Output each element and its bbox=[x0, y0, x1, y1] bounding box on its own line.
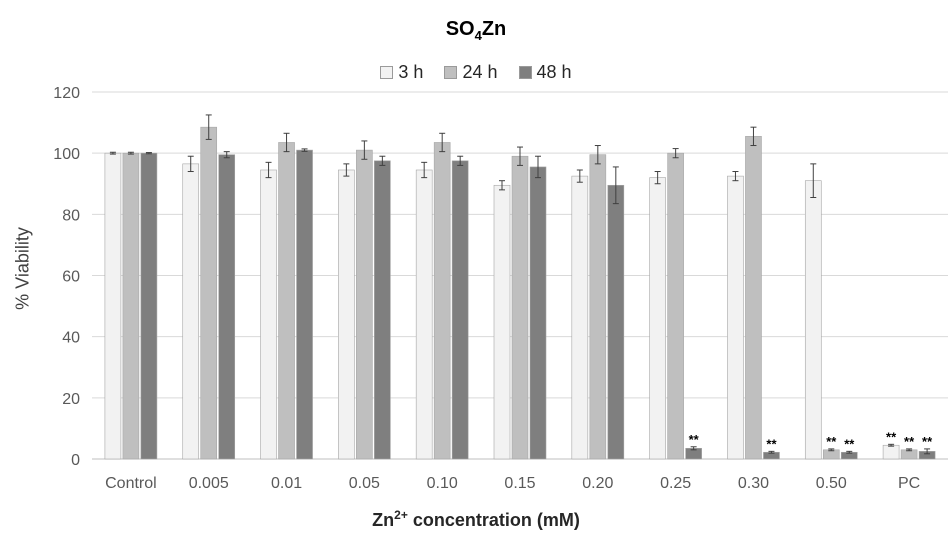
y-tick-label: 0 bbox=[71, 452, 80, 469]
bar bbox=[571, 175, 589, 460]
chart-title: SO4Zn bbox=[445, 18, 507, 43]
bar bbox=[529, 166, 547, 460]
bar bbox=[182, 163, 200, 460]
x-tick-label: 0.05 bbox=[349, 475, 380, 492]
significance-marker: ** bbox=[826, 434, 837, 449]
significance-marker: ** bbox=[886, 429, 897, 444]
bar bbox=[433, 142, 451, 460]
bar bbox=[356, 149, 373, 460]
bar bbox=[200, 126, 218, 460]
x-tick-label: 0.25 bbox=[660, 475, 691, 492]
bar bbox=[745, 136, 762, 460]
significance-marker: ** bbox=[689, 432, 700, 447]
x-tick-label: 0.15 bbox=[504, 475, 535, 492]
bar bbox=[218, 154, 236, 460]
legend-item-48h: 48 h bbox=[518, 62, 572, 83]
bar bbox=[589, 154, 607, 460]
bar bbox=[374, 160, 391, 460]
y-tick-label: 120 bbox=[53, 85, 80, 102]
y-tick-label: 40 bbox=[62, 330, 80, 347]
bar bbox=[260, 169, 277, 460]
bar bbox=[140, 152, 158, 460]
bar bbox=[727, 175, 744, 460]
bar bbox=[493, 184, 511, 460]
x-tick-label: 0.005 bbox=[189, 475, 229, 492]
bar bbox=[804, 180, 822, 460]
significance-marker: ** bbox=[904, 434, 915, 449]
significance-marker: ** bbox=[922, 434, 933, 449]
bar bbox=[667, 152, 684, 460]
legend-swatch-48h bbox=[518, 66, 532, 79]
chart-legend: 3 h 24 h 48 h bbox=[0, 62, 952, 83]
bar bbox=[338, 169, 355, 460]
y-tick-label: 60 bbox=[62, 269, 80, 286]
bar bbox=[104, 152, 122, 460]
bar bbox=[649, 177, 666, 460]
x-tick-label: PC bbox=[898, 475, 920, 492]
legend-label-48h: 48 h bbox=[536, 62, 572, 82]
bar bbox=[882, 444, 900, 460]
y-tick-label: 80 bbox=[62, 207, 80, 224]
y-tick-label: 20 bbox=[62, 391, 80, 408]
legend-swatch-3h bbox=[380, 66, 394, 79]
significance-marker: ** bbox=[766, 436, 777, 451]
significance-marker: ** bbox=[844, 436, 855, 451]
x-axis-label: Zn2+ concentration (mM) bbox=[372, 508, 580, 530]
legend-label-24h: 24 h bbox=[462, 62, 498, 82]
bar bbox=[415, 169, 433, 460]
bar bbox=[122, 152, 140, 460]
legend-label-3h: 3 h bbox=[398, 62, 424, 82]
x-tick-label: Control bbox=[105, 475, 157, 492]
x-tick-label: 0.30 bbox=[738, 475, 769, 492]
bar bbox=[607, 184, 625, 460]
bar bbox=[278, 142, 295, 460]
bar bbox=[296, 149, 313, 460]
x-tick-label: 0.01 bbox=[271, 475, 302, 492]
y-tick-label: 100 bbox=[53, 146, 80, 163]
legend-item-3h: 3 h bbox=[380, 62, 423, 83]
x-tick-label: 0.10 bbox=[427, 475, 458, 492]
x-tick-label: 0.20 bbox=[582, 475, 613, 492]
legend-item-24h: 24 h bbox=[444, 62, 498, 83]
legend-swatch-24h bbox=[444, 66, 458, 79]
bar bbox=[511, 155, 529, 460]
x-tick-label: 0.50 bbox=[816, 475, 847, 492]
bar bbox=[451, 160, 469, 460]
